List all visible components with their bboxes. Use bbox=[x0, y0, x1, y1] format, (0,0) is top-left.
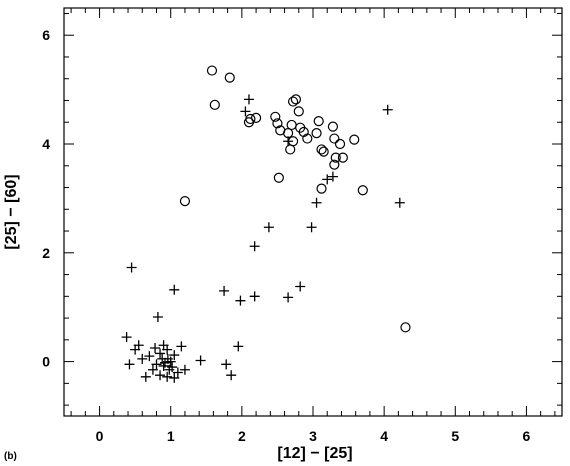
x-tick-label: 6 bbox=[523, 428, 531, 444]
y-tick-label: 2 bbox=[42, 245, 50, 261]
circle-point bbox=[329, 159, 340, 170]
circle-point bbox=[330, 152, 341, 163]
x-tick-label: 4 bbox=[380, 428, 388, 444]
y-tick-label: 0 bbox=[42, 354, 50, 370]
circle-point bbox=[179, 196, 191, 207]
plus-point bbox=[162, 344, 173, 355]
circle-point bbox=[357, 185, 368, 196]
x-tick-labels: 0 1 2 3 4 5 6 bbox=[96, 428, 531, 444]
plus-point bbox=[137, 353, 148, 364]
plus-point bbox=[226, 370, 237, 381]
circle-point bbox=[400, 322, 411, 333]
plus-point bbox=[219, 285, 230, 296]
plus-point bbox=[155, 370, 166, 381]
plus-point bbox=[172, 367, 183, 378]
axis-ticks bbox=[64, 8, 562, 416]
plus-point bbox=[169, 284, 180, 295]
plus-point bbox=[167, 362, 178, 373]
plus-point bbox=[133, 340, 144, 351]
plus-point bbox=[249, 291, 260, 302]
plus-point bbox=[221, 359, 232, 370]
x-tick-label: 0 bbox=[96, 428, 104, 444]
circle-point bbox=[313, 116, 324, 127]
circle-point bbox=[250, 112, 262, 123]
x-tick-label: 1 bbox=[167, 428, 175, 444]
plus-point bbox=[233, 341, 244, 352]
plus-point bbox=[240, 106, 251, 117]
plus-point bbox=[295, 281, 306, 292]
plus-point bbox=[165, 356, 176, 367]
y-tick-label: 6 bbox=[42, 27, 50, 43]
circle-point bbox=[311, 128, 322, 139]
circle-point bbox=[337, 152, 348, 163]
plus-point bbox=[124, 359, 135, 370]
plus-point bbox=[151, 359, 162, 370]
plus-point bbox=[263, 222, 274, 233]
plus-point bbox=[169, 372, 180, 383]
circle-point bbox=[290, 94, 302, 105]
circle-point bbox=[349, 134, 360, 145]
circle-point bbox=[302, 133, 313, 144]
circle-point bbox=[270, 111, 281, 122]
plus-point bbox=[155, 348, 166, 359]
x-tick-label: 5 bbox=[451, 428, 459, 444]
plus-point bbox=[235, 295, 246, 306]
data-markers bbox=[121, 65, 411, 383]
plus-point bbox=[140, 371, 151, 382]
plot-frame bbox=[63, 7, 563, 417]
y-tick-labels: 0 2 4 6 bbox=[42, 27, 50, 369]
y-tick-label: 4 bbox=[42, 136, 50, 152]
plus-point bbox=[152, 311, 163, 322]
plus-point bbox=[283, 136, 294, 147]
circle-point bbox=[329, 133, 340, 144]
plus-point bbox=[249, 241, 260, 252]
plus-point bbox=[195, 355, 206, 366]
circle-point bbox=[327, 121, 339, 132]
circle-point bbox=[334, 138, 346, 150]
panel-label: (b) bbox=[4, 451, 17, 462]
plus-point bbox=[327, 171, 338, 182]
plus-point bbox=[382, 104, 393, 115]
circle-point bbox=[224, 72, 235, 83]
plus-point bbox=[150, 343, 161, 353]
x-tick-label: 2 bbox=[238, 428, 246, 444]
plus-point bbox=[243, 94, 254, 105]
circle-point bbox=[245, 113, 256, 125]
plus-point bbox=[283, 292, 294, 303]
circle-point bbox=[273, 172, 284, 183]
plus-point bbox=[394, 197, 405, 208]
circle-point bbox=[316, 183, 327, 194]
plus-point bbox=[179, 364, 190, 375]
circle-point bbox=[209, 99, 220, 110]
circle-point bbox=[206, 65, 218, 76]
plus-point bbox=[322, 174, 333, 185]
circle-point bbox=[287, 96, 299, 107]
y-axis-title: [25] − [60] bbox=[3, 174, 20, 249]
plus-point bbox=[169, 350, 180, 361]
plus-point bbox=[306, 222, 317, 233]
plus-point bbox=[126, 262, 137, 273]
circle-point bbox=[286, 119, 297, 131]
plus-point bbox=[147, 364, 158, 375]
x-axis-title: [12] − [25] bbox=[277, 445, 352, 462]
plus-point bbox=[162, 371, 173, 382]
circle-point bbox=[316, 144, 327, 155]
plus-point bbox=[121, 332, 132, 343]
x-tick-label: 3 bbox=[309, 428, 317, 444]
circle-point bbox=[318, 146, 329, 157]
circle-point bbox=[272, 118, 283, 129]
plus-point bbox=[164, 364, 175, 375]
plus-point bbox=[144, 351, 155, 362]
plus-point bbox=[158, 360, 169, 371]
plus-point bbox=[311, 197, 322, 208]
plus-point bbox=[176, 341, 187, 352]
circle-point bbox=[293, 106, 304, 117]
